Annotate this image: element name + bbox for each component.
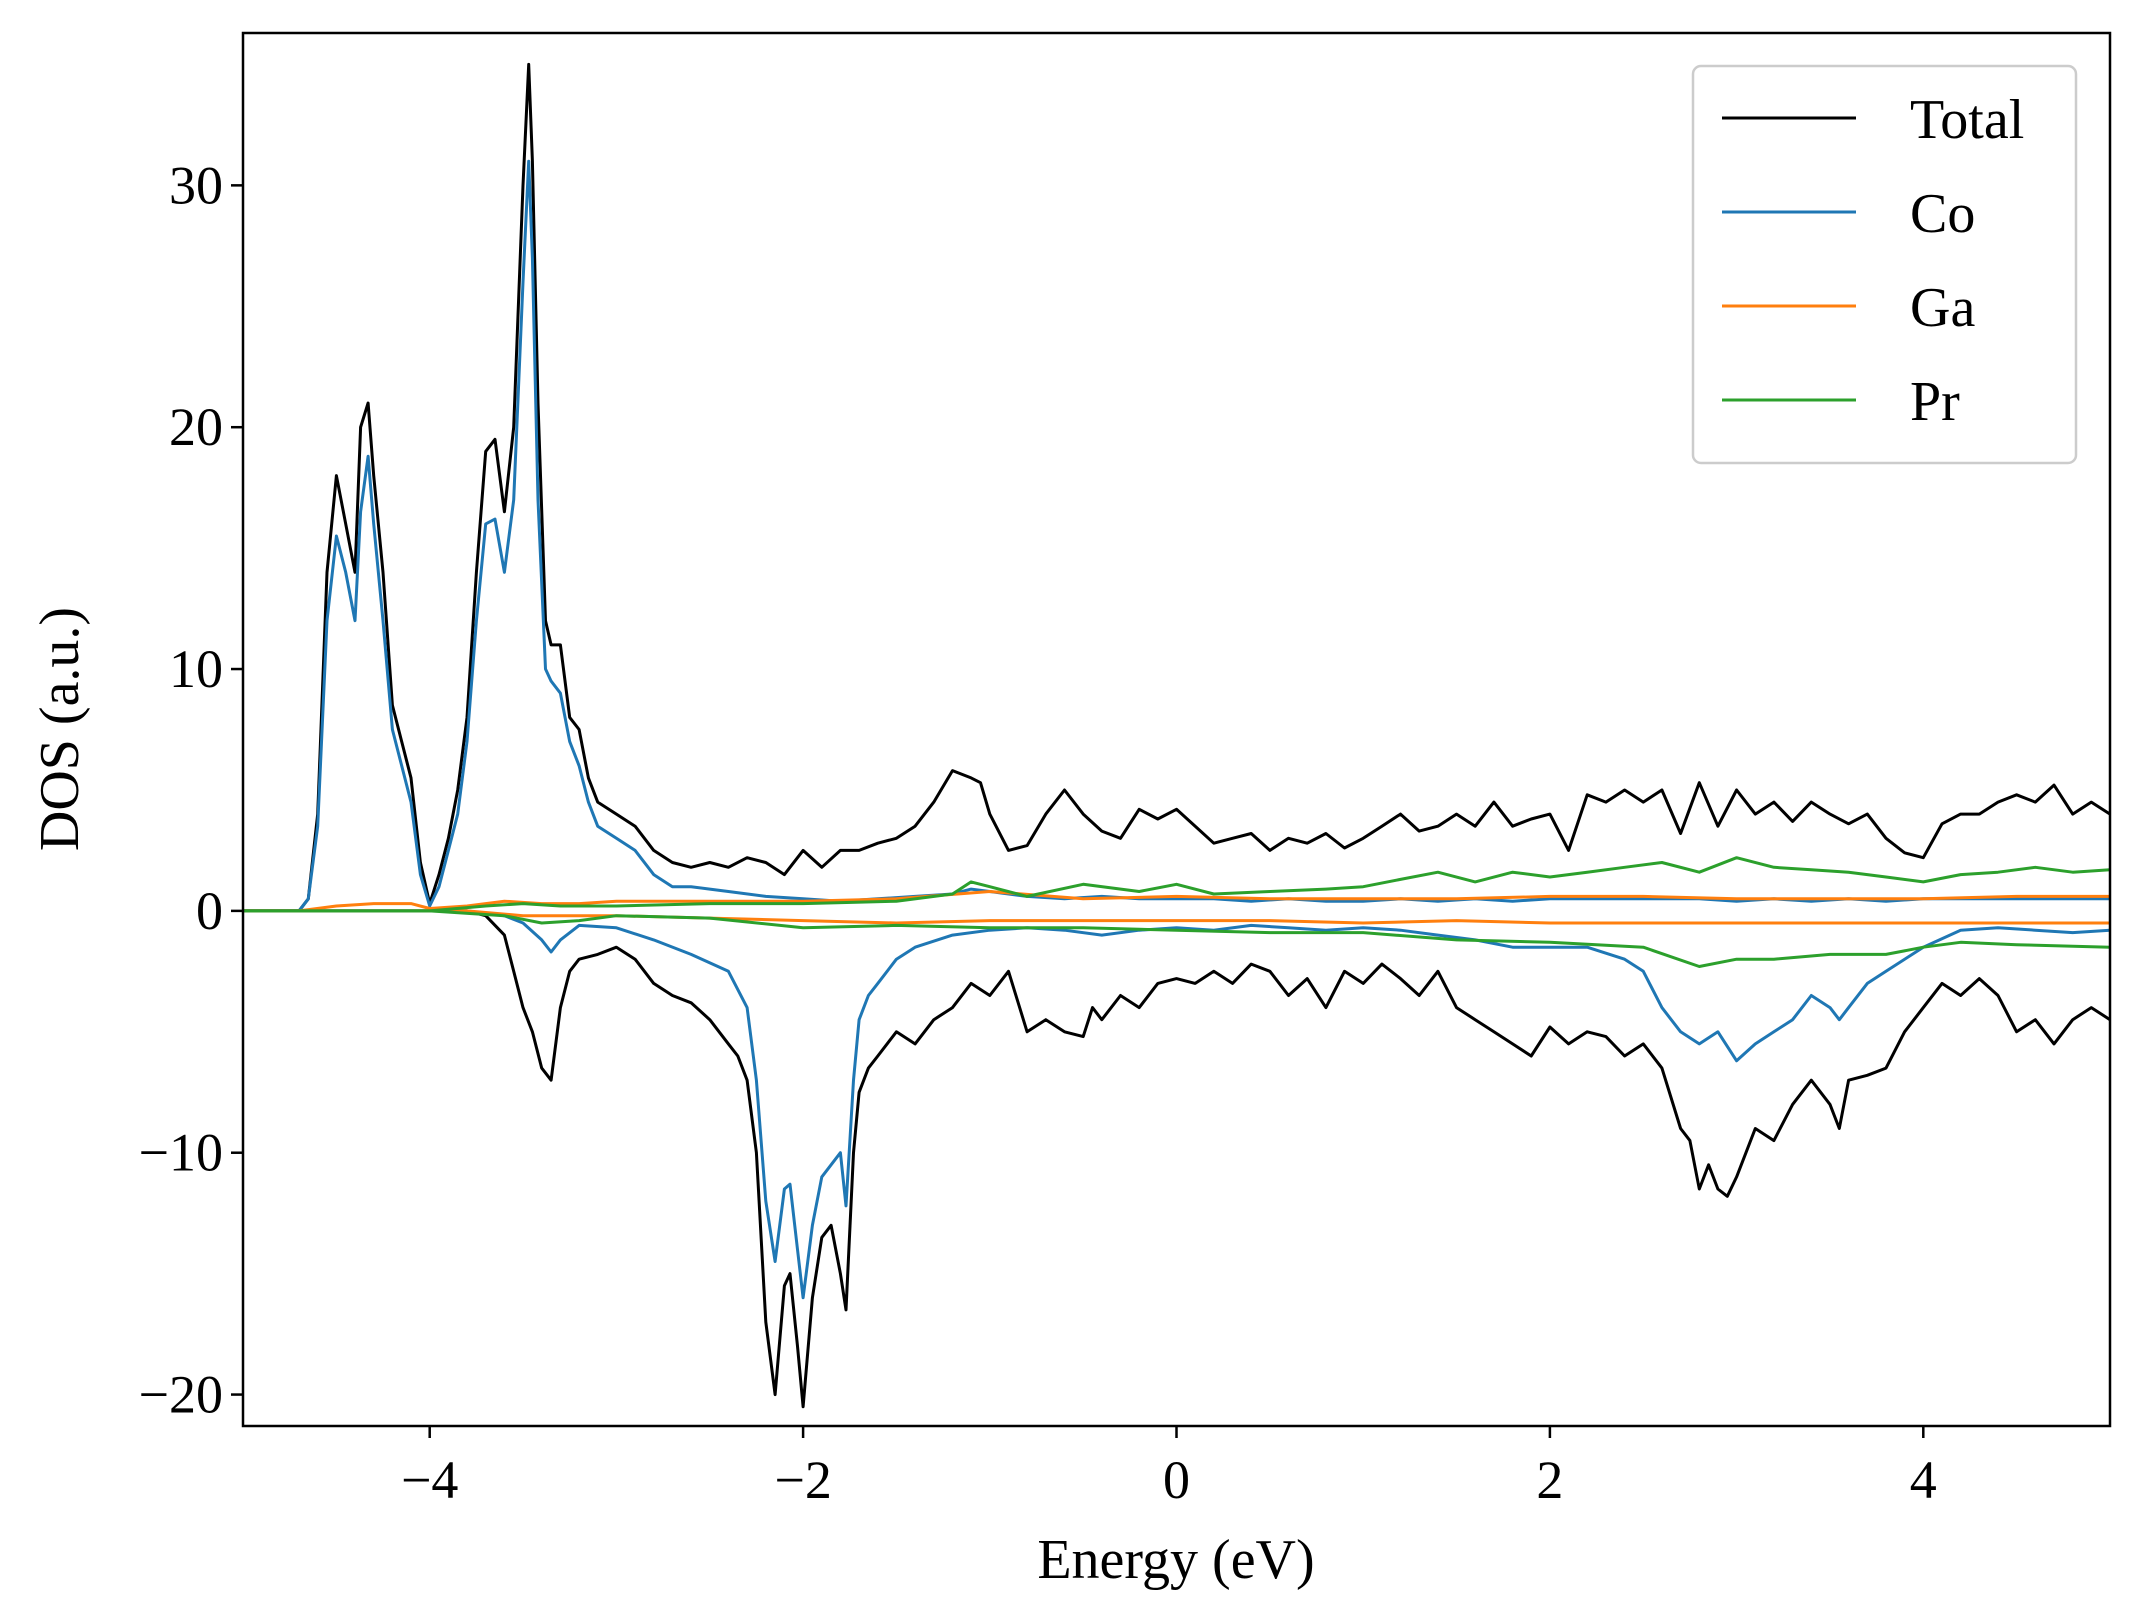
x-axis: −4 −2 0 2 4 bbox=[401, 1426, 1937, 1510]
series-total-spin-down bbox=[243, 909, 2111, 1409]
y-tick-label: −10 bbox=[139, 1123, 223, 1183]
x-tick-label: −2 bbox=[774, 1450, 831, 1510]
legend-label-co: Co bbox=[1910, 183, 1975, 245]
x-tick-label: −4 bbox=[401, 1450, 458, 1510]
series-ga-spin-up bbox=[243, 890, 2110, 913]
legend-label-ga: Ga bbox=[1910, 277, 1975, 339]
series-co-spin-down bbox=[243, 909, 2111, 1300]
x-axis-label: Energy (eV) bbox=[1037, 1529, 1314, 1591]
y-axis: −20 −10 0 10 20 30 bbox=[139, 155, 243, 1425]
y-axis-label: DOS (a.u.) bbox=[29, 607, 91, 851]
legend-label-pr: Pr bbox=[1910, 371, 1960, 433]
series-total-spin-up bbox=[243, 62, 2111, 913]
series-pr-spin-down bbox=[243, 909, 2111, 968]
legend-label-total: Total bbox=[1910, 89, 2024, 151]
x-tick-label: 4 bbox=[1910, 1450, 1937, 1510]
legend-box bbox=[1691, 64, 2078, 465]
series-layer bbox=[243, 62, 2111, 1409]
x-tick-label: 0 bbox=[1163, 1450, 1190, 1510]
series-pr-spin-up bbox=[243, 856, 2111, 913]
y-tick-label: −20 bbox=[139, 1365, 223, 1425]
y-tick-label: 0 bbox=[196, 881, 223, 941]
y-tick-label: 10 bbox=[169, 639, 223, 699]
legend: Total Co Ga Pr bbox=[1691, 64, 2078, 465]
x-tick-label: 2 bbox=[1536, 1450, 1563, 1510]
y-tick-label: 20 bbox=[169, 397, 223, 457]
series-co-spin-up bbox=[243, 159, 2110, 913]
y-tick-label: 30 bbox=[169, 155, 223, 215]
